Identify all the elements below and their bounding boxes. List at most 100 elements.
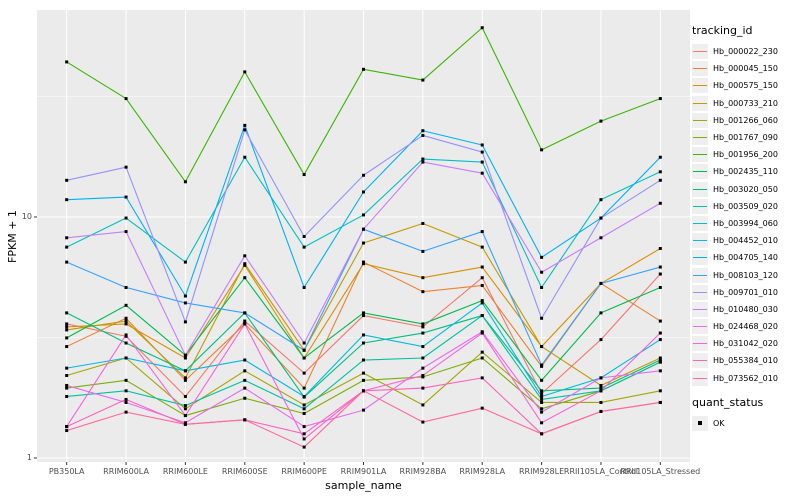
legend-item-label: Hb_002435_110	[713, 167, 778, 177]
black-square-icon	[698, 421, 702, 426]
data-point	[124, 165, 128, 169]
data-point	[362, 408, 365, 412]
data-point	[421, 249, 425, 253]
legend-key	[692, 301, 708, 317]
data-point	[124, 230, 128, 234]
data-point	[599, 386, 603, 390]
ok-marker-key	[692, 415, 708, 431]
data-point	[421, 322, 425, 326]
data-point	[65, 60, 69, 64]
data-point	[480, 356, 484, 360]
legend-item-label: Hb_001266_060	[713, 115, 778, 125]
data-point	[421, 331, 425, 335]
data-point	[658, 356, 662, 360]
data-point	[302, 356, 306, 360]
data-point	[421, 345, 425, 349]
data-point	[302, 411, 306, 415]
data-point	[362, 262, 365, 266]
data-point	[421, 373, 425, 377]
data-point	[480, 26, 484, 30]
legend-items: Hb_000022_230 Hb_000045_150 Hb_000575_150 H…	[692, 43, 798, 387]
legend-item-label: Hb_010480_030	[713, 304, 778, 314]
legend-line-icon	[693, 102, 707, 104]
data-point	[540, 432, 544, 436]
data-point	[65, 322, 69, 326]
data-point	[243, 128, 247, 132]
legend-item-label: Hb_008103_120	[713, 270, 778, 280]
data-point	[243, 254, 247, 258]
legend-item-label: Hb_024468_020	[713, 322, 778, 332]
data-point	[540, 410, 544, 414]
data-point	[658, 285, 662, 289]
data-point	[599, 311, 603, 315]
legend-key	[692, 95, 708, 111]
data-point	[243, 319, 247, 323]
data-point	[480, 150, 484, 154]
data-point	[362, 378, 365, 382]
legend-key	[692, 112, 708, 128]
legend-item-label: Hb_000022_230	[713, 47, 778, 57]
data-point	[243, 358, 247, 362]
legend-item: Hb_008103_120	[692, 266, 798, 283]
data-point	[658, 155, 662, 159]
legend-item: Hb_003994_060	[692, 215, 798, 232]
x-tick-label: PB350LA	[48, 467, 85, 476]
x-tick-label: RRIM600PE	[281, 467, 327, 476]
data-point	[599, 376, 603, 380]
data-point	[183, 414, 187, 418]
data-point	[124, 316, 128, 320]
data-point	[540, 400, 544, 404]
data-point	[421, 386, 425, 390]
legend-item: Hb_000022_230	[692, 43, 798, 60]
data-point	[124, 400, 128, 404]
legend-item-label: Hb_003994_060	[713, 218, 778, 228]
data-point	[540, 285, 544, 289]
data-point	[540, 363, 544, 367]
data-point	[362, 341, 365, 345]
data-point	[480, 331, 484, 335]
legend-item: Hb_000575_150	[692, 77, 798, 94]
legend-item-label: Hb_073562_010	[713, 373, 778, 383]
data-point	[243, 311, 247, 315]
y-axis-title-wrap: FPKM + 1	[4, 10, 20, 462]
legend-item: Hb_009701_010	[692, 284, 798, 301]
legend-item: Hb_001956_200	[692, 146, 798, 163]
data-point	[183, 422, 187, 426]
data-point	[124, 97, 128, 101]
data-point	[362, 260, 365, 264]
data-point	[599, 216, 603, 220]
data-point	[302, 437, 306, 441]
legend-line-icon	[693, 326, 707, 328]
data-point	[480, 276, 484, 280]
data-point	[362, 190, 365, 194]
legend-item: Hb_073562_010	[692, 370, 798, 387]
data-point	[540, 397, 544, 401]
data-point	[124, 216, 128, 220]
legend-key	[692, 44, 708, 60]
legend-item: Hb_010480_030	[692, 301, 798, 318]
legend-line-icon	[693, 222, 707, 224]
data-point	[421, 356, 425, 360]
data-point	[658, 272, 662, 276]
legend-item: Hb_001767_090	[692, 129, 798, 146]
x-tick-label: RRIM928LE	[518, 467, 565, 476]
data-point	[65, 245, 69, 249]
data-point	[183, 294, 187, 298]
data-point	[302, 407, 306, 411]
data-point	[65, 325, 69, 329]
x-tick-label: RRIM600SE	[221, 467, 268, 476]
legend-key	[692, 267, 708, 283]
data-point	[302, 173, 306, 177]
data-point	[480, 376, 484, 380]
data-point	[183, 378, 187, 382]
legend: tracking_id Hb_000022_230 Hb_000045_150 Hb…	[692, 24, 798, 432]
data-point	[65, 345, 69, 349]
legend-title-tracking-id: tracking_id	[692, 24, 753, 37]
data-point	[599, 236, 603, 240]
legend-item-label: Hb_000733_210	[713, 98, 778, 108]
data-point	[540, 345, 544, 349]
data-point	[302, 445, 306, 449]
data-point	[183, 394, 187, 398]
data-point	[183, 421, 187, 425]
legend-item-label: Hb_009701_010	[713, 287, 778, 297]
